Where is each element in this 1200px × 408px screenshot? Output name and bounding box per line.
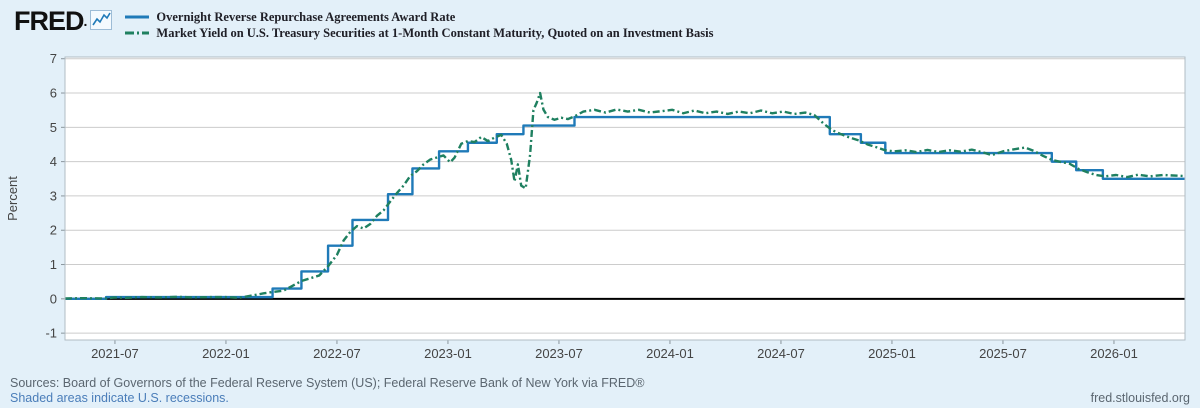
svg-text:1: 1 bbox=[50, 257, 57, 272]
legend-label-series1: Overnight Reverse Repurchase Agreements … bbox=[156, 9, 456, 24]
svg-text:0: 0 bbox=[50, 291, 57, 306]
svg-text:2022-07: 2022-07 bbox=[313, 346, 361, 361]
svg-text:2026-01: 2026-01 bbox=[1090, 346, 1138, 361]
series1-line-swatch bbox=[125, 15, 150, 19]
svg-text:2025-01: 2025-01 bbox=[868, 346, 916, 361]
svg-text:2022-01: 2022-01 bbox=[202, 346, 250, 361]
svg-text:5: 5 bbox=[50, 120, 57, 135]
chart-header: FRED. Overnight Reverse Repurchase Agree… bbox=[14, 6, 713, 41]
chart-area: -1 0 1 2 3 4 5 6 7 2021-07 2022-01 2022-07 2023-01 20… bbox=[5, 51, 1186, 361]
chart-canvas: -1 0 1 2 3 4 5 6 7 2021-07 2022-01 2022-07 2023-01 20… bbox=[5, 51, 1186, 361]
series2-line-swatch bbox=[125, 31, 150, 35]
svg-text:3: 3 bbox=[50, 188, 57, 203]
svg-text:2024-07: 2024-07 bbox=[757, 346, 805, 361]
svg-text:2024-01: 2024-01 bbox=[646, 346, 694, 361]
svg-text:2: 2 bbox=[50, 223, 57, 238]
legend-item-series1: Overnight Reverse Repurchase Agreements … bbox=[124, 9, 713, 25]
sparkline-icon bbox=[90, 9, 113, 35]
svg-text:2023-01: 2023-01 bbox=[424, 346, 472, 361]
svg-text:4: 4 bbox=[50, 154, 57, 169]
fred-site-link[interactable]: fred.stlouisfed.org bbox=[1090, 391, 1190, 405]
svg-text:2023-07: 2023-07 bbox=[535, 346, 583, 361]
svg-text:7: 7 bbox=[50, 51, 57, 66]
recessions-note-link[interactable]: Shaded areas indicate U.S. recessions. bbox=[10, 391, 229, 405]
chart-legend: Overnight Reverse Repurchase Agreements … bbox=[124, 9, 713, 41]
chart-footer: Sources: Board of Governors of the Feder… bbox=[10, 376, 1190, 406]
fred-logo-text: FRED bbox=[14, 6, 84, 36]
legend-item-series2: Market Yield on U.S. Treasury Securities… bbox=[124, 25, 713, 41]
fred-logo-registered-mark: . bbox=[83, 13, 88, 29]
fred-logo[interactable]: FRED. bbox=[14, 6, 113, 36]
legend-label-series2: Market Yield on U.S. Treasury Securities… bbox=[156, 25, 714, 40]
svg-text:Percent: Percent bbox=[5, 176, 20, 221]
svg-text:2021-07: 2021-07 bbox=[91, 346, 139, 361]
svg-text:6: 6 bbox=[50, 86, 57, 101]
sources-text: Sources: Board of Governors of the Feder… bbox=[10, 376, 645, 390]
svg-text:-1: -1 bbox=[45, 326, 57, 341]
svg-text:2025-07: 2025-07 bbox=[979, 346, 1027, 361]
